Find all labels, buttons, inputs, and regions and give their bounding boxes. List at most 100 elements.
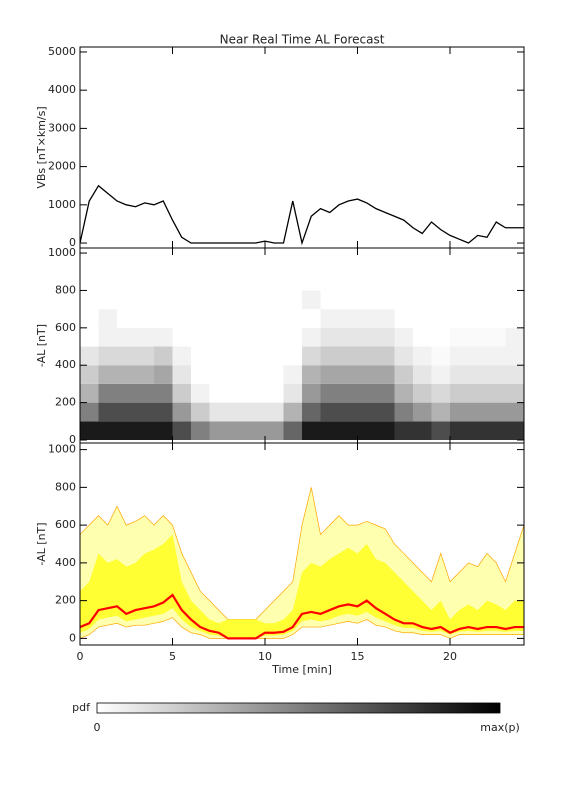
y-tick-label: 800 — [55, 480, 76, 493]
heat-cell — [339, 309, 358, 328]
colorbar-max-label: max(p) — [480, 721, 520, 734]
heat-cell — [265, 346, 284, 366]
heat-cell — [117, 290, 136, 310]
y-axis-label: -AL [nT] — [35, 522, 48, 565]
y-tick-label: 0 — [69, 433, 76, 446]
heat-cell — [302, 402, 321, 422]
heat-cell — [394, 290, 413, 310]
heat-cell — [246, 327, 265, 347]
x-tick-label: 10 — [258, 650, 272, 663]
heat-cell — [339, 421, 358, 441]
heat-cell — [357, 421, 376, 441]
heat-cell — [320, 402, 339, 422]
heat-cell — [302, 290, 321, 310]
heat-cell — [413, 346, 432, 366]
heat-cell — [357, 383, 376, 403]
heat-cell — [468, 402, 487, 422]
heat-cell — [431, 290, 450, 310]
heat-cell — [209, 383, 228, 403]
y-tick-label: 200 — [55, 396, 76, 409]
heat-cell — [228, 383, 247, 403]
heat-cell — [135, 309, 154, 328]
heat-cell — [487, 327, 506, 347]
heat-cell — [135, 421, 154, 441]
heat-cell — [302, 327, 321, 347]
heat-cell — [487, 309, 506, 328]
heat-cell — [487, 402, 506, 422]
heat-cell — [228, 402, 247, 422]
heat-cell — [117, 421, 136, 441]
heat-cell — [487, 365, 506, 384]
heat-cell — [394, 402, 413, 422]
heat-cell — [265, 290, 284, 310]
heat-cell — [80, 402, 99, 422]
heat-cell — [246, 290, 265, 310]
heat-cell — [376, 346, 395, 366]
heat-cell — [154, 327, 173, 347]
heat-cell — [413, 290, 432, 310]
heat-cell — [135, 365, 154, 384]
y-axis-label: -AL [nT] — [35, 324, 48, 367]
colorbar-label: pdf — [72, 701, 91, 714]
heat-cell — [283, 383, 302, 403]
heat-cell — [450, 402, 469, 422]
heat-cell — [320, 309, 339, 328]
heat-cell — [80, 383, 99, 403]
heat-cell — [450, 346, 469, 366]
heat-cell — [450, 383, 469, 403]
heat-cell — [302, 383, 321, 403]
heat-cell — [413, 402, 432, 422]
heat-cell — [98, 402, 117, 422]
heat-cell — [209, 346, 228, 366]
heat-cell — [191, 421, 210, 441]
heat-cell — [117, 402, 136, 422]
heat-cell — [394, 383, 413, 403]
heat-cell — [209, 327, 228, 347]
heat-cell — [413, 421, 432, 441]
inner-band — [80, 534, 524, 639]
heat-cell — [413, 365, 432, 384]
heat-cell — [505, 365, 524, 384]
heat-cell — [376, 365, 395, 384]
heat-cell — [283, 346, 302, 366]
heat-cell — [172, 327, 191, 347]
heat-cell — [394, 327, 413, 347]
heat-cell — [246, 365, 265, 384]
heat-cell — [265, 421, 284, 441]
heat-cell — [302, 421, 321, 441]
heat-cell — [357, 290, 376, 310]
heat-cell — [394, 421, 413, 441]
heat-cell — [376, 290, 395, 310]
y-tick-label: 800 — [55, 283, 76, 296]
heat-cell — [302, 365, 321, 384]
heat-cell — [209, 290, 228, 310]
heat-cell — [468, 346, 487, 366]
heat-cell — [80, 421, 99, 441]
heat-cell — [339, 365, 358, 384]
heat-cell — [246, 346, 265, 366]
heat-cell — [98, 327, 117, 347]
heat-cell — [117, 365, 136, 384]
heat-cell — [468, 327, 487, 347]
heat-cell — [339, 402, 358, 422]
heat-cell — [339, 346, 358, 366]
heat-cell — [98, 383, 117, 403]
heat-cell — [265, 402, 284, 422]
heat-cell — [135, 402, 154, 422]
heat-cell — [431, 309, 450, 328]
heat-cell — [98, 290, 117, 310]
heat-cell — [209, 421, 228, 441]
heat-cell — [98, 421, 117, 441]
heat-cell — [431, 365, 450, 384]
heat-cell — [172, 421, 191, 441]
heat-cell — [191, 346, 210, 366]
heat-cell — [117, 383, 136, 403]
heat-cell — [450, 309, 469, 328]
heat-cell — [209, 309, 228, 328]
heat-cell — [154, 365, 173, 384]
heat-cell — [450, 327, 469, 347]
heat-cell — [450, 421, 469, 441]
heat-cell — [413, 309, 432, 328]
colorbar — [96, 702, 501, 714]
